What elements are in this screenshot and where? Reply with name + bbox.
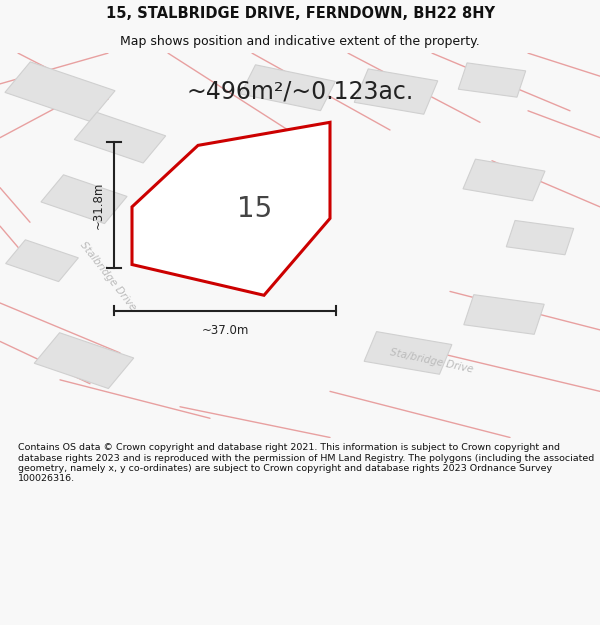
Polygon shape xyxy=(506,221,574,255)
Text: 15, STALBRIDGE DRIVE, FERNDOWN, BH22 8HY: 15, STALBRIDGE DRIVE, FERNDOWN, BH22 8HY xyxy=(106,6,494,21)
Polygon shape xyxy=(463,159,545,201)
Text: Stalbridge Drive: Stalbridge Drive xyxy=(78,240,138,312)
Polygon shape xyxy=(458,63,526,97)
Polygon shape xyxy=(241,65,335,111)
Polygon shape xyxy=(354,69,438,114)
Polygon shape xyxy=(141,177,243,236)
Polygon shape xyxy=(464,294,544,334)
Text: 15: 15 xyxy=(238,195,272,222)
Text: Map shows position and indicative extent of the property.: Map shows position and indicative extent… xyxy=(120,35,480,48)
Polygon shape xyxy=(41,175,127,224)
Text: Sta/bridge Drive: Sta/bridge Drive xyxy=(389,347,475,374)
Polygon shape xyxy=(364,332,452,374)
Polygon shape xyxy=(132,122,330,295)
Polygon shape xyxy=(5,240,79,282)
Text: ~31.8m: ~31.8m xyxy=(92,181,105,229)
Polygon shape xyxy=(34,332,134,389)
Text: ~37.0m: ~37.0m xyxy=(202,324,248,337)
Polygon shape xyxy=(74,112,166,163)
Polygon shape xyxy=(5,62,115,121)
Text: ~496m²/~0.123ac.: ~496m²/~0.123ac. xyxy=(187,79,413,104)
Text: Contains OS data © Crown copyright and database right 2021. This information is : Contains OS data © Crown copyright and d… xyxy=(18,443,594,483)
